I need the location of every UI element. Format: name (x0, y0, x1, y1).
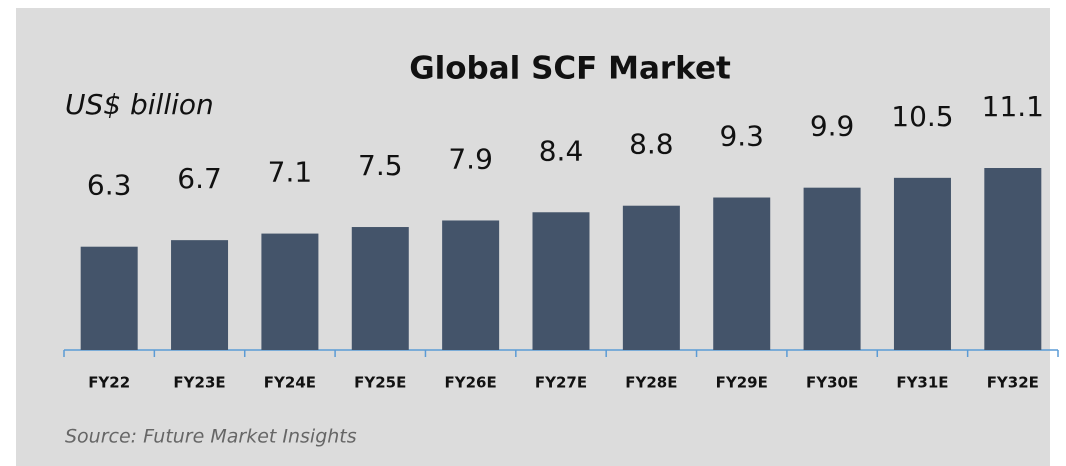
bar (622, 205, 680, 350)
data-label: 10.5 (891, 100, 953, 133)
x-tick-label: FY23E (173, 374, 225, 392)
bar (351, 227, 409, 350)
bar (261, 233, 319, 350)
data-label: 6.7 (177, 162, 222, 195)
x-tick-label: FY32E (987, 374, 1039, 392)
bar (171, 240, 229, 350)
bar (442, 220, 500, 350)
data-label: 7.1 (268, 156, 313, 189)
x-tick-label: FY27E (535, 374, 587, 392)
x-tick-label: FY22 (88, 374, 130, 392)
data-label: 7.5 (358, 149, 403, 182)
x-tick-label: FY25E (354, 374, 406, 392)
x-tick-label: FY31E (896, 374, 948, 392)
data-label: 9.3 (719, 120, 764, 153)
data-label: 8.4 (539, 134, 584, 167)
x-tick-label: FY26E (445, 374, 497, 392)
x-tick-label: FY28E (625, 374, 677, 392)
bar (984, 168, 1042, 350)
data-label: 9.9 (810, 110, 855, 143)
bar (803, 187, 861, 350)
x-tick-label: FY30E (806, 374, 858, 392)
chart-title: Global SCF Market (409, 51, 731, 87)
x-tick-label: FY29E (716, 374, 768, 392)
bar (713, 197, 771, 350)
data-label: 7.9 (448, 142, 493, 175)
bar (532, 212, 590, 350)
x-tick-label: FY24E (264, 374, 316, 392)
data-label: 11.1 (982, 90, 1044, 123)
bar (893, 177, 951, 350)
chart-subtitle: US$ billion (65, 88, 214, 121)
data-label: 6.3 (87, 169, 132, 202)
data-label: 8.8 (629, 128, 674, 161)
source-note: Source: Future Market Insights (65, 426, 357, 448)
bar (80, 246, 138, 350)
